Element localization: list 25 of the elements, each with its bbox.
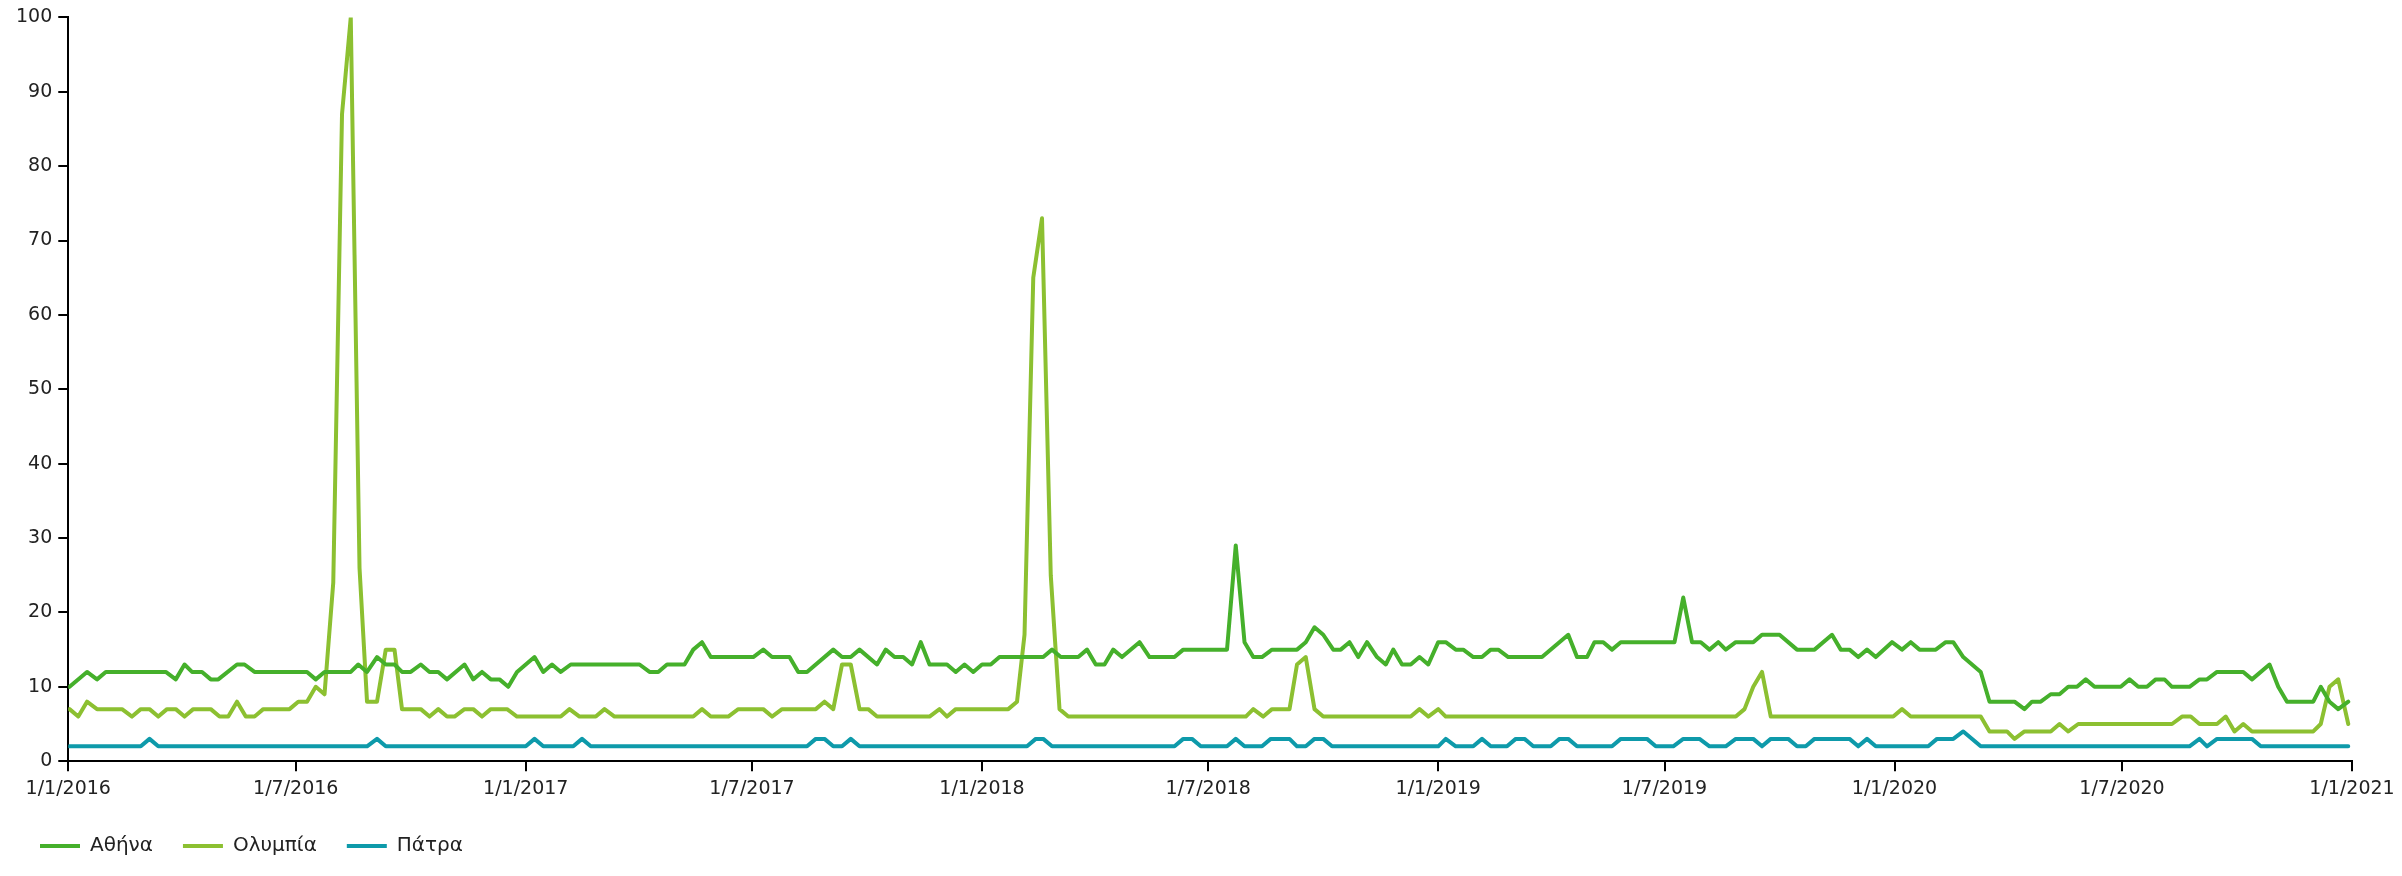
x-tick-label: 1/7/2020: [2079, 775, 2165, 798]
x-tick-label: 1/7/2017: [709, 775, 795, 798]
x-tick-label: 1/1/2018: [939, 775, 1025, 798]
y-tick-label: 0: [40, 748, 53, 771]
y-tick-label: 100: [16, 4, 53, 27]
y-tick-label: 70: [28, 227, 53, 250]
y-tick-label: 40: [28, 450, 53, 473]
legend-label: Ολυμπία: [232, 832, 317, 857]
x-tick-label: 1/1/2021: [2309, 775, 2395, 798]
y-tick-label: 60: [28, 301, 53, 324]
x-tick-label: 1/7/2019: [1621, 775, 1708, 798]
x-tick-label: 1/1/2017: [483, 775, 569, 798]
x-tick-label: 1/1/2020: [1851, 775, 1938, 798]
x-tick-label: 1/1/2016: [25, 775, 111, 798]
x-tick-label: 1/1/2019: [1395, 775, 1481, 798]
x-tick-label: 1/7/2016: [253, 775, 339, 798]
legend-label: Πάτρα: [396, 832, 463, 857]
y-tick-label: 50: [28, 376, 53, 399]
y-tick-label: 80: [28, 153, 53, 176]
y-tick-label: 30: [28, 525, 53, 547]
legend-label: Αθήνα: [90, 832, 153, 857]
y-tick-label: 20: [28, 599, 53, 622]
x-tick-label: 1/7/2018: [1165, 775, 1251, 798]
y-tick-label: 10: [28, 673, 53, 696]
y-tick-label: 90: [28, 78, 53, 101]
